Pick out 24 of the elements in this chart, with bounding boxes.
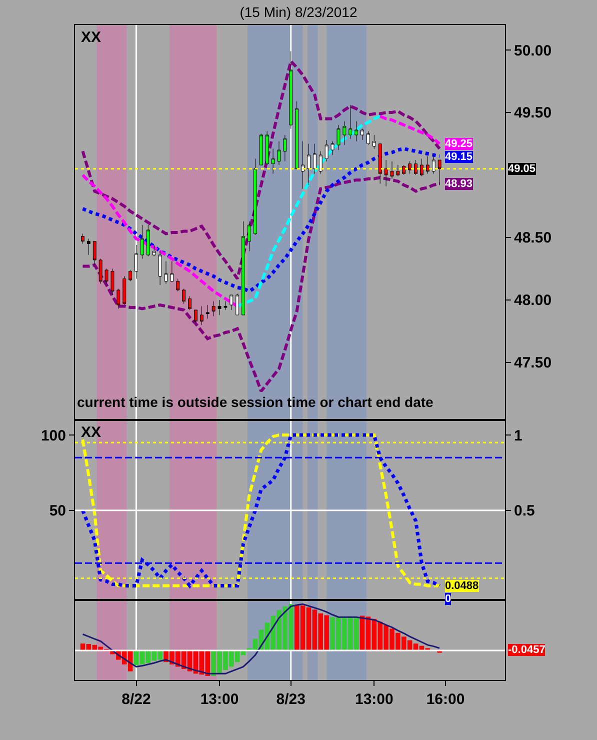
y-tick-label: 50.00	[514, 42, 552, 60]
data-label: 49.25	[445, 138, 473, 150]
y2-tick-label: 1	[514, 427, 522, 444]
x-tick-label: 13:00	[200, 691, 239, 708]
x-tick-label: 8/23	[276, 691, 306, 708]
y-tick-label: 48.50	[514, 230, 552, 247]
y-tick-label: 49.50	[514, 104, 552, 122]
chart-subtitle: XX	[81, 29, 102, 46]
data-label: 0.0488	[445, 580, 479, 592]
y2-tick-label: 0.5	[514, 502, 535, 520]
y-tick-label: 48.00	[514, 292, 552, 310]
y-tick-label: 50	[49, 502, 66, 520]
chart-title: (15 Min) 8/23/2012	[240, 4, 358, 20]
ref-line-label: 49.05	[508, 163, 536, 175]
data-label: 48.93	[445, 178, 473, 190]
text: -0.0457	[508, 644, 546, 656]
x-tick-label: 13:00	[354, 691, 394, 708]
y-tick-label: 100	[40, 427, 66, 444]
y-tick-label: 47.50	[514, 354, 552, 372]
data-label: 0	[445, 593, 452, 605]
chart-title: XX	[81, 424, 102, 441]
x-tick-label: 8/22	[122, 691, 151, 708]
x-tick-label: 16:00	[426, 691, 465, 708]
data-label: 49.15	[445, 151, 473, 163]
